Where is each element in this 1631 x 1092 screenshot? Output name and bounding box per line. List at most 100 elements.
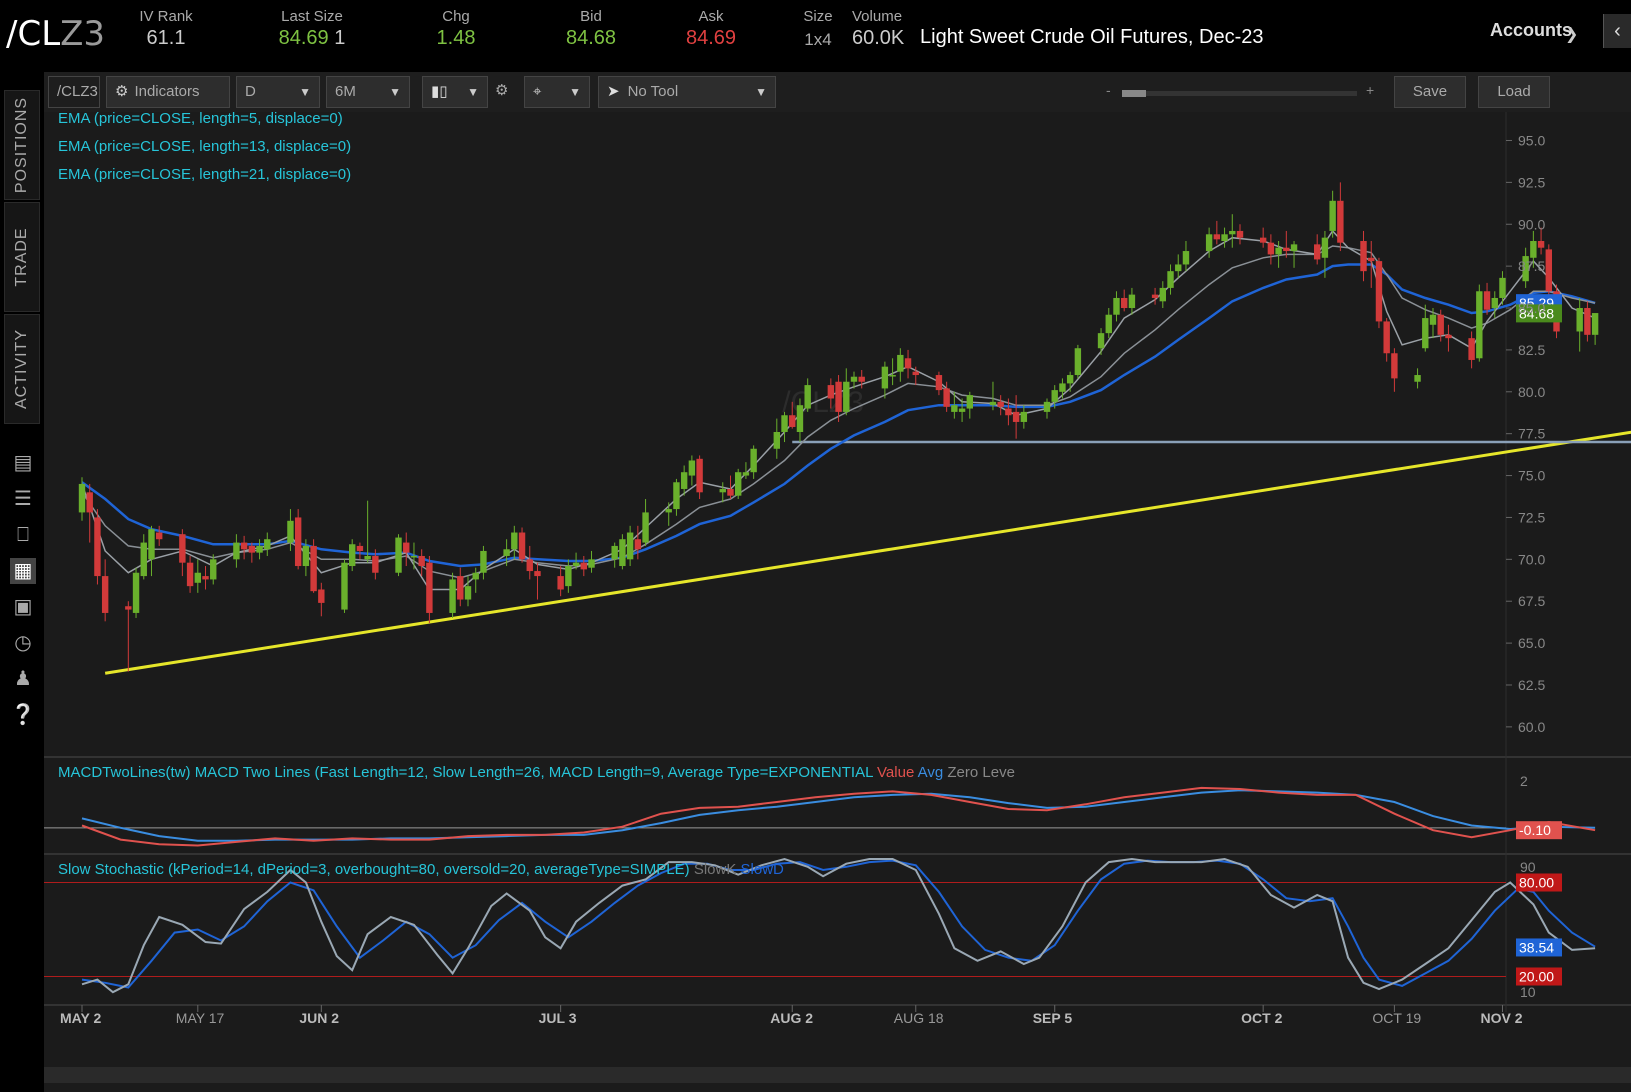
horizontal-scrollbar[interactable] [44,1067,1631,1083]
chevron-down-icon: ▼ [755,85,767,99]
candle-body [1368,257,1375,262]
study-label-stochastic[interactable]: Slow Stochastic (kPeriod=14, dPeriod=3, … [58,861,784,878]
tab-positions[interactable]: POSITIONS [4,90,40,200]
candle-body [735,472,742,496]
candle-body [179,534,186,563]
symbol-title[interactable]: /CLZ3 [6,14,105,54]
aggregation-value: D [245,83,256,100]
tab-trade[interactable]: TRADE [4,202,40,312]
list-icon[interactable]: ☰ [14,488,32,510]
symbol-input[interactable]: /CLZ3 [48,76,100,108]
candle-body [1066,375,1074,384]
candle [233,534,240,568]
date-tick-label: JUN 2 [299,1010,339,1026]
candle [186,555,194,593]
candle-body [1283,247,1290,252]
price-tick-label: 62.5 [1518,677,1545,693]
candle [1545,244,1552,298]
load-button[interactable]: Load [1478,76,1550,108]
candle-body [1221,234,1228,242]
chevron-down-icon[interactable]: ❯ [1565,26,1579,43]
chart-panel[interactable]: /CLZ3 85.29 84.68 -0.10 80.00 38.54 20.00 95.… [44,110,1631,1092]
analyze-icon[interactable]: ◷ [14,632,32,654]
candle-body [789,415,796,427]
collapse-panel-button[interactable]: ‹ [1603,14,1631,48]
candle [958,398,966,422]
candle-body [557,576,564,590]
zoom-slider-thumb[interactable] [1122,90,1146,97]
tab-label: ACTIVITY [13,328,30,410]
candle [302,539,310,577]
candle-body [426,562,433,613]
candle [619,534,626,570]
drawing-tool-value: No Tool [627,83,679,100]
candle [1151,287,1159,305]
candle-body [1591,313,1599,335]
tv-icon[interactable]: ⎕ [17,524,29,546]
candle [287,509,294,551]
field-label: Ask [698,8,724,25]
tab-activity[interactable]: ACTIVITY [4,314,40,424]
candle-body [318,589,325,603]
candle [248,542,256,563]
candle [1414,368,1421,389]
grid-icon[interactable]: ▣ [13,596,33,618]
candle [634,525,642,560]
aggregation-select[interactable]: D ▼ [236,76,320,108]
zoom-in-button[interactable]: + [1366,82,1375,98]
price-tick-label: 80.0 [1518,384,1545,400]
chart-style-select[interactable]: ▮▯ ▼ [422,76,488,108]
candle [464,576,472,607]
candle [318,582,325,617]
chart-window-icon[interactable]: ▤ [13,452,33,474]
charts-icon[interactable]: ▦ [10,558,36,584]
candle-body [951,405,958,412]
study-label-macd[interactable]: MACDTwoLines(tw) MACD Two Lines (Fast Le… [58,764,1015,781]
candle-body [140,542,147,577]
candle-body [1375,261,1383,322]
community-icon[interactable]: ♟ [14,668,32,690]
indicators-button[interactable]: ⚙ Indicators [106,76,230,108]
study-label-ema13[interactable]: EMA (price=CLOSE, length=13, displace=0) [58,138,352,155]
symbol-contract: Z3 [60,14,106,54]
last-price-label-box [1516,304,1562,323]
candle [889,358,896,386]
help-icon[interactable]: ❔ [10,704,36,726]
field-label: Volume [852,8,903,25]
stoch-title: Slow Stochastic (kPeriod=14, dPeriod=3, … [58,861,690,878]
field-ask[interactable]: Ask 84.69 [676,8,746,50]
candle [781,411,788,443]
study-label-ema5[interactable]: EMA (price=CLOSE, length=5, displace=0) [58,110,343,127]
candle-body [78,483,86,513]
field-label: Size [803,8,833,25]
candle-body [511,532,518,550]
study-label-ema21[interactable]: EMA (price=CLOSE, length=21, displace=0) [58,166,352,183]
zoom-out-button[interactable]: - [1106,82,1111,98]
candle [410,542,418,570]
candle-body [1074,348,1082,376]
timeframe-select[interactable]: 6M ▼ [326,76,410,108]
zoom-slider[interactable] [1122,90,1357,97]
field-bid[interactable]: Bid 84.68 [556,8,626,50]
stoch-d-legend: SlowD [740,861,784,878]
candle [1259,227,1267,248]
candle-body [518,532,526,560]
macd-value-label: -0.10 [1519,822,1551,838]
candle-body [349,544,356,567]
tab-label: POSITIONS [13,96,30,194]
candle-body [1537,241,1545,248]
drawing-style-select[interactable]: ⌖ ▼ [524,76,590,108]
candle-body [742,472,750,476]
candle [572,552,580,570]
candle [742,462,750,479]
settings-gear-icon[interactable]: ⚙ [490,76,518,108]
drawing-tool-select[interactable]: ➤ No Tool ▼ [598,76,776,108]
save-button[interactable]: Save [1394,76,1466,108]
macd-value-line [81,786,1596,847]
chevron-down-icon: ▼ [569,85,581,99]
accounts-menu[interactable]: Accounts [1490,20,1573,40]
candle-body [1337,200,1344,243]
candle-body [912,371,919,376]
candle [688,455,696,486]
